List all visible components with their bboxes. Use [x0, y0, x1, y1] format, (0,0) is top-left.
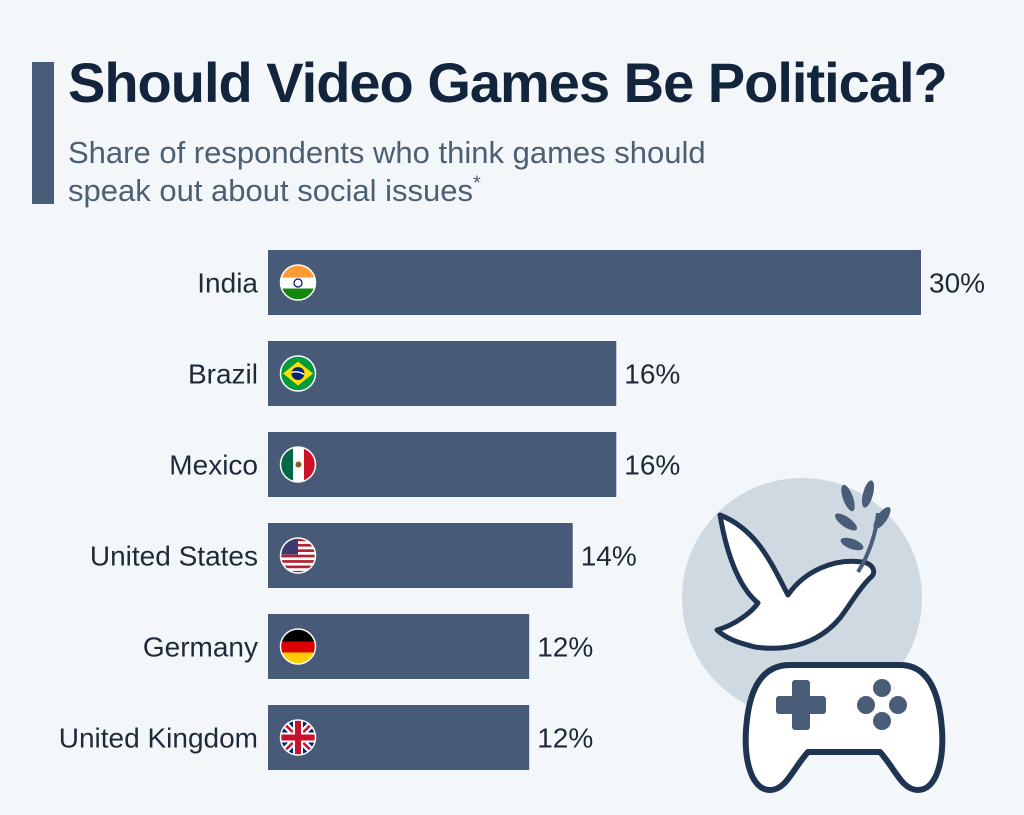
flag-ring — [279, 355, 317, 392]
game-controller-icon — [742, 662, 946, 793]
brazil-flag-icon — [279, 355, 317, 392]
flag-ring — [279, 537, 317, 574]
category-label: Mexico — [169, 450, 258, 481]
value-label: 12% — [537, 723, 593, 754]
flag-ring — [279, 719, 317, 756]
illustration — [682, 478, 946, 793]
value-label: 30% — [929, 268, 985, 299]
flag-ring — [279, 628, 317, 665]
category-label: Brazil — [188, 359, 258, 390]
value-label: 12% — [537, 632, 593, 663]
bar-united-states — [268, 523, 573, 588]
title-accent-bar — [32, 62, 54, 204]
dove-with-olive-branch-icon — [714, 480, 891, 651]
category-label: United Kingdom — [59, 723, 258, 754]
category-label: United States — [90, 541, 258, 572]
footnote-marker: * — [472, 172, 481, 195]
uk-flag-icon — [279, 719, 317, 756]
flag-ring — [279, 264, 317, 301]
bar-india — [268, 250, 921, 315]
chart-subtitle: Share of respondents who think games sho… — [68, 134, 708, 210]
india-flag-icon — [279, 264, 317, 301]
bars-layer: India 30% Brazil 16% Mexico 16% United Stat… — [59, 250, 985, 770]
value-label: 16% — [624, 359, 680, 390]
value-label: 16% — [624, 450, 680, 481]
subtitle-text: Share of respondents who think games sho… — [68, 135, 706, 208]
usa-flag-icon — [279, 537, 317, 574]
category-label: Germany — [143, 632, 258, 663]
germany-flag-icon — [279, 628, 317, 665]
chart-title: Should Video Games Be Political? — [68, 51, 948, 114]
flag-ring — [279, 446, 317, 483]
mexico-flag-icon — [279, 446, 317, 483]
value-label: 14% — [581, 541, 637, 572]
bar-brazil — [268, 341, 617, 406]
category-label: India — [197, 268, 258, 299]
bar-mexico — [268, 432, 617, 497]
